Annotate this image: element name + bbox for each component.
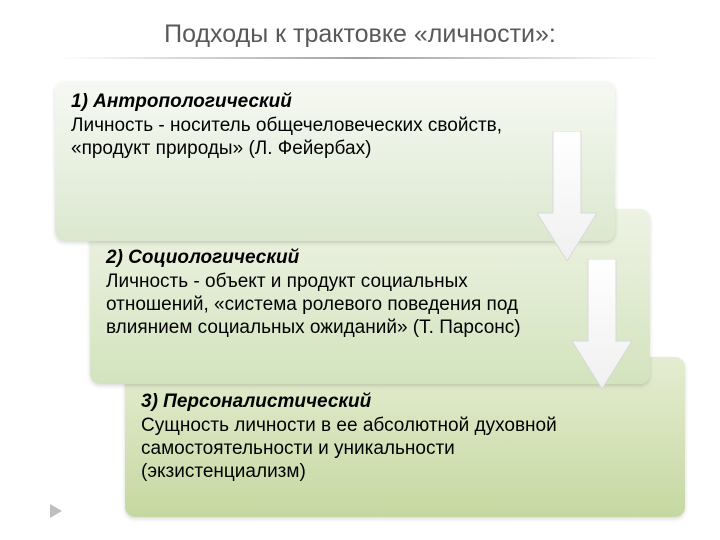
- block-heading: 1) Антропологический: [71, 91, 515, 113]
- block-heading: 2) Социологический: [106, 247, 550, 269]
- block-heading: 3) Персоналистический: [141, 391, 585, 413]
- page-title: Подходы к трактовке «личности»:: [0, 0, 720, 49]
- arrow-down-icon: [572, 259, 632, 389]
- page-marker-icon: [50, 504, 62, 518]
- arrow-down-icon: [537, 131, 597, 261]
- block-body: Сущность личности в ее абсолютной духовн…: [141, 415, 585, 483]
- block-body: Личность - объект и продукт социальных о…: [106, 271, 550, 339]
- title-divider: [60, 57, 660, 59]
- block-anthropological: 1) Антропологический Личность - носитель…: [55, 81, 615, 241]
- block-body: Личность - носитель общечеловеческих сво…: [71, 115, 515, 161]
